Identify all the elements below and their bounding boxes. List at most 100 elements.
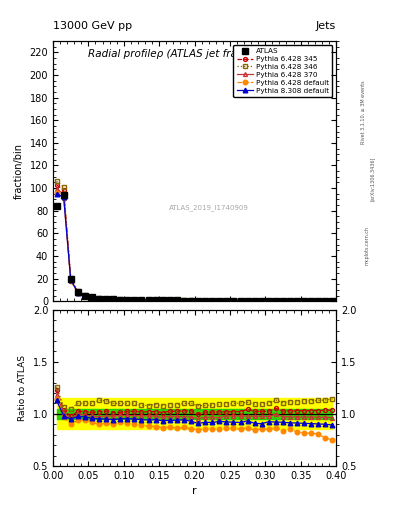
Pythia 6.428 345 bbox=[274, 298, 278, 304]
Pythia 8.308 default bbox=[146, 297, 151, 303]
Pythia 6.428 345 bbox=[104, 296, 108, 302]
ATLAS bbox=[210, 297, 215, 304]
Pythia 6.428 370 bbox=[90, 294, 94, 301]
Pythia 6.428 370 bbox=[288, 298, 292, 304]
Pythia 6.428 345 bbox=[330, 298, 335, 304]
Pythia 6.428 370 bbox=[160, 297, 165, 304]
Pythia 6.428 370 bbox=[295, 298, 299, 304]
Pythia 6.428 346 bbox=[153, 297, 158, 303]
ATLAS bbox=[196, 297, 200, 304]
Pythia 6.428 370 bbox=[139, 297, 144, 303]
Pythia 8.308 default bbox=[288, 298, 292, 304]
Pythia 6.428 346 bbox=[295, 298, 299, 304]
ATLAS bbox=[111, 296, 116, 303]
Pythia 8.308 default bbox=[68, 277, 73, 283]
Pythia 6.428 346 bbox=[203, 297, 208, 304]
Pythia 6.428 default bbox=[245, 298, 250, 304]
Pythia 6.428 370 bbox=[68, 277, 73, 283]
Line: Pythia 8.308 default: Pythia 8.308 default bbox=[54, 191, 335, 304]
Pythia 8.308 default bbox=[266, 298, 271, 304]
Pythia 6.428 370 bbox=[259, 298, 264, 304]
Pythia 6.428 370 bbox=[231, 297, 236, 304]
Pythia 6.428 346 bbox=[309, 298, 314, 304]
Pythia 6.428 346 bbox=[167, 297, 172, 304]
Pythia 8.308 default bbox=[132, 297, 137, 303]
Pythia 6.428 default bbox=[288, 298, 292, 304]
Line: ATLAS: ATLAS bbox=[54, 193, 335, 304]
Pythia 6.428 346 bbox=[210, 297, 215, 304]
Pythia 6.428 default bbox=[323, 298, 328, 304]
Pythia 8.308 default bbox=[238, 298, 243, 304]
ATLAS bbox=[266, 298, 271, 304]
Pythia 8.308 default bbox=[97, 295, 101, 302]
Pythia 6.428 370 bbox=[252, 298, 257, 304]
Pythia 6.428 370 bbox=[54, 186, 59, 193]
Pythia 6.428 370 bbox=[189, 297, 193, 304]
ATLAS bbox=[245, 298, 250, 304]
Pythia 6.428 345 bbox=[231, 297, 236, 304]
ATLAS bbox=[217, 297, 222, 304]
Pythia 6.428 default bbox=[139, 297, 144, 303]
Pythia 6.428 345 bbox=[189, 297, 193, 304]
Text: Rivet 3.1.10, ≥ 3M events: Rivet 3.1.10, ≥ 3M events bbox=[361, 81, 366, 144]
Pythia 6.428 370 bbox=[274, 298, 278, 304]
ATLAS bbox=[125, 297, 130, 303]
Pythia 6.428 default bbox=[90, 294, 94, 301]
Pythia 8.308 default bbox=[189, 297, 193, 304]
Pythia 6.428 346 bbox=[54, 178, 59, 184]
Pythia 6.428 370 bbox=[61, 191, 66, 197]
Pythia 6.428 default bbox=[196, 297, 200, 304]
Pythia 8.308 default bbox=[118, 296, 123, 303]
Pythia 6.428 345 bbox=[97, 295, 101, 302]
ATLAS bbox=[153, 297, 158, 304]
Pythia 6.428 346 bbox=[160, 297, 165, 303]
Pythia 6.428 370 bbox=[153, 297, 158, 304]
Pythia 6.428 default bbox=[118, 297, 123, 303]
Pythia 6.428 345 bbox=[217, 297, 222, 304]
Pythia 6.428 345 bbox=[316, 298, 321, 304]
X-axis label: r: r bbox=[192, 486, 197, 496]
ATLAS bbox=[68, 275, 73, 282]
ATLAS bbox=[104, 296, 108, 302]
Pythia 6.428 345 bbox=[238, 297, 243, 304]
Pythia 6.428 345 bbox=[245, 298, 250, 304]
Pythia 6.428 345 bbox=[160, 297, 165, 304]
Pythia 6.428 default bbox=[302, 298, 307, 304]
Pythia 8.308 default bbox=[210, 297, 215, 304]
Pythia 8.308 default bbox=[259, 298, 264, 304]
Pythia 6.428 345 bbox=[224, 297, 229, 304]
ATLAS bbox=[146, 297, 151, 303]
Pythia 6.428 default bbox=[167, 297, 172, 304]
Pythia 6.428 default bbox=[153, 297, 158, 304]
Pythia 6.428 370 bbox=[323, 298, 328, 304]
Pythia 6.428 default bbox=[217, 298, 222, 304]
Pythia 6.428 370 bbox=[316, 298, 321, 304]
Y-axis label: Ratio to ATLAS: Ratio to ATLAS bbox=[18, 355, 27, 421]
Pythia 6.428 346 bbox=[231, 297, 236, 304]
Pythia 8.308 default bbox=[281, 298, 285, 304]
ATLAS bbox=[174, 297, 179, 304]
Pythia 8.308 default bbox=[83, 293, 87, 299]
Pythia 6.428 370 bbox=[224, 297, 229, 304]
Pythia 6.428 345 bbox=[323, 298, 328, 304]
Pythia 6.428 346 bbox=[97, 295, 101, 301]
Pythia 8.308 default bbox=[245, 298, 250, 304]
Pythia 6.428 default bbox=[125, 297, 130, 303]
Pythia 8.308 default bbox=[203, 297, 208, 304]
Pythia 8.308 default bbox=[167, 297, 172, 304]
ATLAS bbox=[118, 296, 123, 303]
Pythia 6.428 370 bbox=[238, 298, 243, 304]
Pythia 6.428 345 bbox=[252, 298, 257, 304]
Pythia 6.428 345 bbox=[83, 292, 87, 298]
Pythia 6.428 345 bbox=[266, 298, 271, 304]
Pythia 6.428 345 bbox=[203, 297, 208, 304]
Pythia 6.428 345 bbox=[139, 297, 144, 303]
ATLAS bbox=[295, 298, 299, 304]
Pythia 8.308 default bbox=[111, 296, 116, 303]
Pythia 6.428 346 bbox=[125, 296, 130, 303]
Pythia 6.428 default bbox=[97, 296, 101, 302]
Pythia 8.308 default bbox=[224, 298, 229, 304]
Pythia 8.308 default bbox=[61, 194, 66, 200]
Pythia 6.428 370 bbox=[245, 298, 250, 304]
Pythia 6.428 default bbox=[210, 297, 215, 304]
